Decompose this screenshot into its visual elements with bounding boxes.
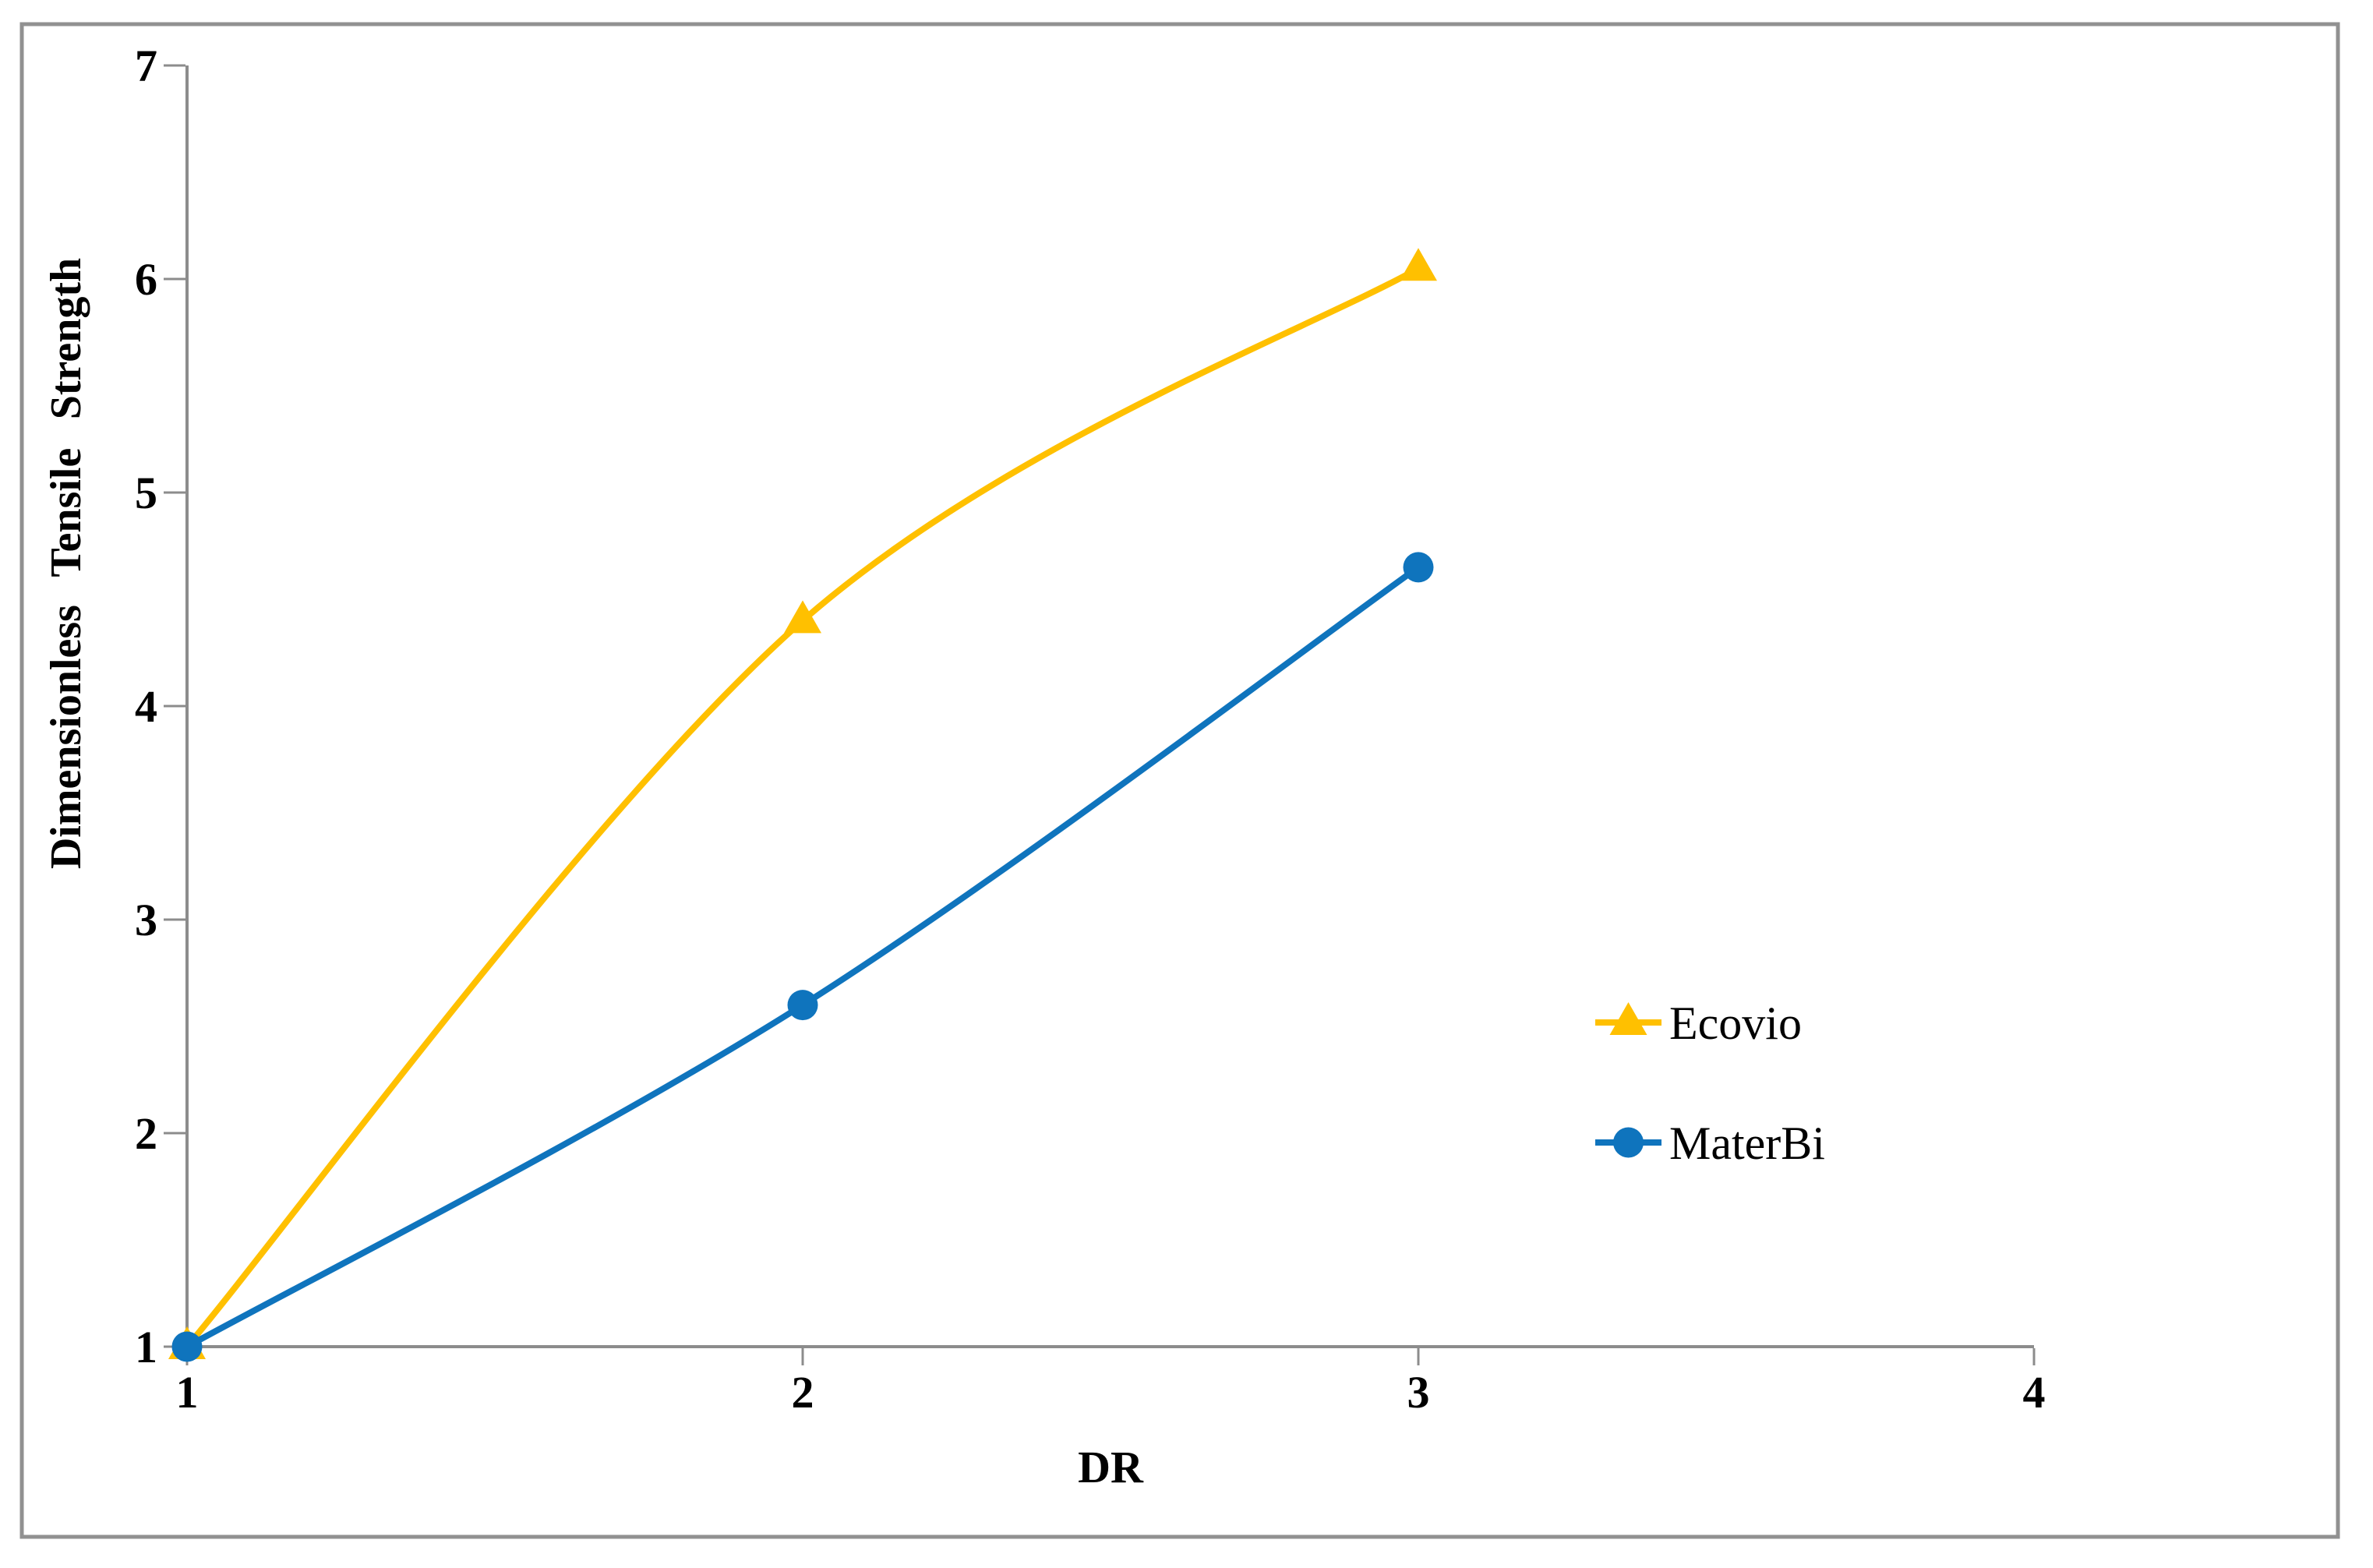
- x-tick-label: 3: [1407, 1367, 1430, 1418]
- data-point-circle-marker: [787, 990, 818, 1021]
- legend-item-ecovio: Ecovio: [1595, 998, 1802, 1049]
- x-axis-title: DR: [1078, 1442, 1144, 1492]
- data-point-triangle-marker: [784, 600, 821, 634]
- y-tick-label: 3: [135, 895, 157, 945]
- data-point-circle-marker: [1403, 552, 1434, 583]
- x-tick-label: 1: [176, 1367, 199, 1418]
- y-tick-label: 6: [135, 254, 157, 305]
- data-point-circle-marker: [171, 1331, 203, 1362]
- series-materbi: [171, 552, 1434, 1362]
- data-point-triangle-marker: [1400, 248, 1437, 281]
- legend: Ecovio MaterBi: [1595, 998, 1825, 1169]
- axes-group: 1 2 3 4 5 6 7 1 2 3 4: [135, 41, 2046, 1418]
- legend-triangle-marker: [1609, 1002, 1647, 1035]
- x-tick-label: 4: [2023, 1367, 2046, 1418]
- series-group: [168, 248, 1437, 1362]
- y-tick-label: 7: [135, 41, 157, 91]
- series-ecovio: [168, 248, 1437, 1359]
- series-line: [184, 265, 1421, 1350]
- y-tick-label: 2: [135, 1108, 157, 1159]
- legend-label: Ecovio: [1669, 998, 1802, 1049]
- y-tick-label: 5: [135, 468, 157, 518]
- legend-circle-marker: [1613, 1127, 1644, 1158]
- y-axis-title: Dimensionless Tensile Strength: [42, 258, 90, 869]
- y-tick-label: 4: [135, 681, 157, 732]
- x-tick-label: 2: [792, 1367, 814, 1418]
- chart-border: [19, 22, 2340, 1539]
- series-line: [184, 563, 1421, 1350]
- y-tick-label: 1: [135, 1322, 157, 1372]
- legend-label: MaterBi: [1669, 1118, 1825, 1169]
- legend-item-materbi: MaterBi: [1595, 1118, 1825, 1169]
